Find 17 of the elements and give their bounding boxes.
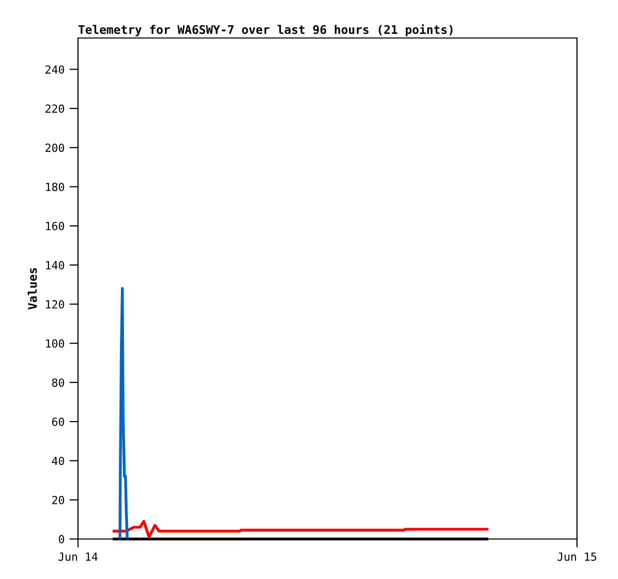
y-tick-label: 80 xyxy=(52,378,64,387)
y-tick-label: 60 xyxy=(52,418,64,426)
y-tick-label: 0 xyxy=(58,535,64,544)
y-tick-label: 140 xyxy=(46,261,64,270)
x-tick-label: Jun 15 xyxy=(558,552,596,561)
y-tick-label: 100 xyxy=(46,339,64,348)
y-tick-label: 180 xyxy=(46,182,64,192)
y-axis-title: Values xyxy=(28,268,37,310)
y-tick-label: 40 xyxy=(52,456,64,466)
y-tick-label: 240 xyxy=(46,65,64,74)
chart-title: Telemetry for WA6SWY-7 over last 96 hours (21 points) xyxy=(78,24,452,36)
y-tick-label: 20 xyxy=(52,496,64,504)
y-tick-label: 160 xyxy=(46,222,64,230)
y-tick-label: 220 xyxy=(46,104,64,113)
y-tick-label: 200 xyxy=(46,144,64,152)
x-tick-label: Jun 14 xyxy=(58,552,98,561)
y-tick-label: 120 xyxy=(46,300,64,309)
